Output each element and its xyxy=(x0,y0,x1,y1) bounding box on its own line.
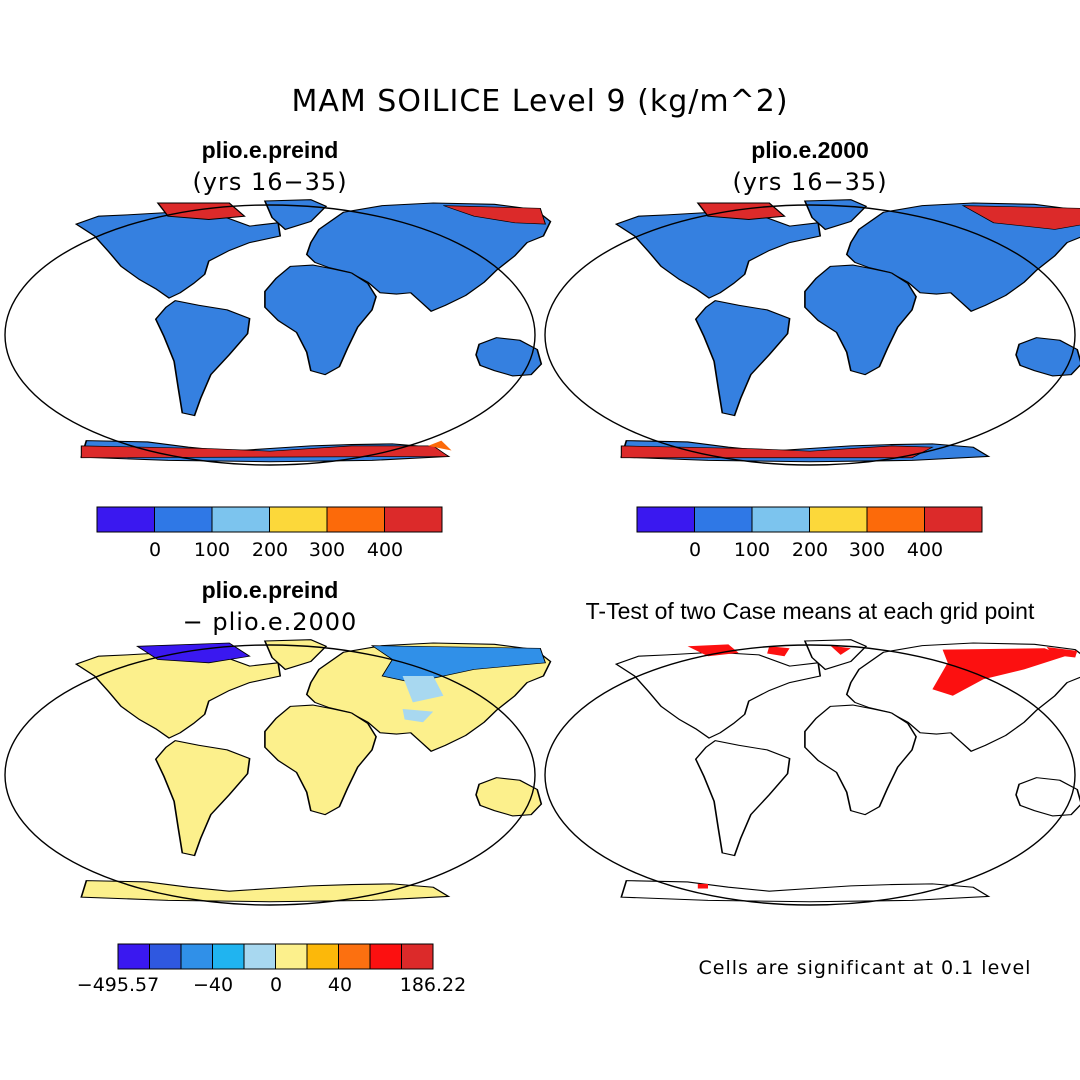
significant-cells xyxy=(767,646,790,657)
figure-title: MAM SOILICE Level 9 (kg/m^2) xyxy=(291,84,789,119)
colorbar-label: 400 xyxy=(907,539,943,561)
significant-cells xyxy=(697,883,708,889)
panel1-subtitle: (yrs 16−35) xyxy=(192,168,348,196)
map-outline xyxy=(4,204,536,466)
colorbar-swatch xyxy=(180,943,213,970)
high-soil-ice-region xyxy=(961,205,1080,230)
colorbar-swatch xyxy=(117,943,150,970)
colorbar-swatch xyxy=(636,506,695,533)
significant-cells xyxy=(1046,646,1078,658)
colorbar-label: 300 xyxy=(849,539,885,561)
colorbar-swatch xyxy=(149,943,182,970)
significant-cells xyxy=(830,645,851,655)
colorbar-label: 0 xyxy=(270,974,282,996)
colorbar-label: 200 xyxy=(792,539,828,561)
colorbar-swatch xyxy=(96,506,155,533)
panel2-title: plio.e.2000 xyxy=(751,137,869,163)
high-soil-ice-region xyxy=(443,205,547,225)
colorbar-swatch xyxy=(751,506,810,533)
map-outline xyxy=(544,644,1076,906)
colorbar-swatch xyxy=(338,943,371,970)
colorbar-swatch xyxy=(694,506,753,533)
colorbar-swatch xyxy=(269,506,328,533)
colorbar-label: 100 xyxy=(194,539,230,561)
colorbar-swatch xyxy=(326,506,385,533)
significant-cells xyxy=(932,648,1065,696)
colorbar-label: 100 xyxy=(734,539,770,561)
panel3-colorbar: −495.57 −40 0 40 186.22 xyxy=(77,943,466,996)
panel3-subtitle: − plio.e.2000 xyxy=(182,608,358,636)
negative-anomaly-region xyxy=(402,709,434,723)
panel2-subtitle: (yrs 16−35) xyxy=(732,168,888,196)
colorbar-swatch xyxy=(306,943,339,970)
colorbar-swatch xyxy=(384,506,443,533)
colorbar-swatch xyxy=(401,943,434,970)
soil-ice-region xyxy=(428,440,452,451)
colorbar-swatch xyxy=(243,943,276,970)
panel1-colorbar: 0 100 200 300 400 xyxy=(96,506,443,561)
panel3-title: plio.e.preind xyxy=(201,577,339,603)
panel2-colorbar: 0 100 200 300 400 xyxy=(636,506,983,561)
colorbar-label: 300 xyxy=(309,539,345,561)
panel3-map xyxy=(4,638,552,906)
colorbar-swatch xyxy=(211,506,270,533)
colorbar-swatch xyxy=(924,506,983,533)
map-outline xyxy=(544,204,1076,466)
colorbar-swatch xyxy=(866,506,925,533)
negative-anomaly-region xyxy=(402,676,444,703)
colorbar-swatch xyxy=(275,943,308,970)
colorbar-label: −495.57 xyxy=(77,974,159,996)
panel4-map xyxy=(544,638,1080,906)
colorbar-label: 0 xyxy=(689,539,701,561)
panel2-map xyxy=(544,198,1080,466)
significance-note: Cells are significant at 0.1 level xyxy=(699,957,1032,979)
colorbar-swatch xyxy=(369,943,402,970)
colorbar-label: 40 xyxy=(328,974,352,996)
panel4-title: T-Test of two Case means at each grid po… xyxy=(585,598,1035,624)
colorbar-swatch xyxy=(154,506,213,533)
colorbar-label: 200 xyxy=(252,539,288,561)
panel1-map xyxy=(4,198,552,466)
panel1-title: plio.e.preind xyxy=(201,137,339,163)
colorbar-label: −40 xyxy=(193,974,233,996)
colorbar-label: 0 xyxy=(149,539,161,561)
map-outline xyxy=(4,644,536,906)
colorbar-label: 186.22 xyxy=(400,974,466,996)
significant-cells xyxy=(687,644,739,657)
high-soil-ice-region xyxy=(620,445,934,459)
colorbar-label: 400 xyxy=(367,539,403,561)
colorbar-swatch xyxy=(212,943,245,970)
colorbar-swatch xyxy=(809,506,868,533)
high-soil-ice-region xyxy=(80,445,450,459)
